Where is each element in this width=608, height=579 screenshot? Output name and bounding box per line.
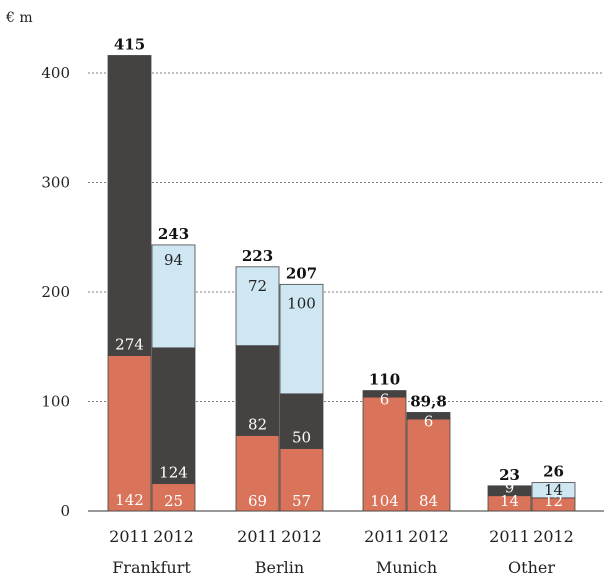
bar-segment-bottom	[406, 418, 451, 512]
y-tick-label: 0	[60, 502, 70, 520]
bar-segment-bottom	[107, 355, 152, 512]
bar-segment-value-label: 14	[544, 481, 563, 499]
y-axis-unit-label: € m	[5, 10, 33, 26]
bar-segment-value-label: 50	[292, 429, 311, 447]
bar-segment-value-label: 6	[380, 391, 390, 409]
bar-segment-value-label: 72	[248, 277, 267, 295]
bar-total-label: 89,8	[410, 392, 447, 410]
bar-segment-bottom	[151, 483, 196, 512]
x-tick-year-label: 2012	[533, 527, 574, 546]
bar-total-label: 207	[286, 264, 317, 282]
y-tick-label: 200	[41, 283, 70, 301]
bar-segment-value-label: 6	[424, 412, 434, 430]
bar-segment-middle	[487, 485, 532, 497]
bar-segment-bottom	[279, 448, 324, 512]
bar-segment-bottom	[362, 396, 407, 512]
bar-segment-middle	[107, 55, 152, 356]
bar-total-label: 110	[369, 371, 400, 389]
x-tick-year-label: 2011	[364, 527, 405, 546]
bar-segment-middle	[279, 393, 324, 449]
bar-segment-value-label: 25	[164, 492, 183, 510]
bar-segment-value-label: 84	[419, 492, 438, 510]
bar-segment-value-label: 12	[544, 492, 563, 510]
bar-segment-top	[151, 244, 196, 349]
bar-segment-value-label: 124	[159, 464, 188, 482]
bar-total-label: 26	[543, 463, 564, 481]
x-tick-year-label: 2012	[408, 527, 449, 546]
bar-segment-value-label: 104	[370, 492, 399, 510]
x-tick-year-label: 2011	[489, 527, 530, 546]
x-group-label: Berlin	[255, 558, 304, 577]
bar-segment-value-label: 94	[164, 251, 183, 269]
x-group-label: Other	[508, 558, 555, 577]
y-tick-label: 400	[41, 64, 70, 82]
bar-segment-value-label: 14	[500, 492, 519, 510]
bar-segment-top	[235, 266, 280, 347]
x-tick-year-label: 2011	[237, 527, 278, 546]
bar-segment-value-label: 9	[505, 479, 515, 497]
bar-segment-middle	[362, 390, 407, 398]
bar-segment-value-label: 274	[115, 336, 144, 354]
bar-total-label: 223	[242, 247, 273, 265]
bar-segment-value-label: 57	[292, 492, 311, 510]
x-tick-year-label: 2012	[281, 527, 322, 546]
y-tick-label: 300	[41, 174, 70, 192]
y-tick-label: 100	[41, 393, 70, 411]
x-tick-year-label: 2012	[153, 527, 194, 546]
bar-segment-value-label: 100	[287, 294, 316, 312]
bar-segment-value-label: 82	[248, 415, 267, 433]
bar-segment-value-label: 142	[115, 491, 144, 509]
bar-segment-top	[279, 283, 324, 395]
bar-total-label: 23	[499, 466, 520, 484]
bar-segment-middle	[151, 347, 196, 485]
x-group-label: Munich	[376, 558, 437, 577]
bar-segment-value-label: 69	[248, 492, 267, 510]
bar-segment-middle	[406, 412, 451, 420]
bar-total-label: 415	[114, 35, 145, 53]
x-tick-year-label: 2011	[109, 527, 150, 546]
bar-total-label: 243	[158, 225, 189, 243]
bar-segment-top	[531, 482, 576, 499]
x-group-label: Frankfurt	[112, 558, 191, 577]
